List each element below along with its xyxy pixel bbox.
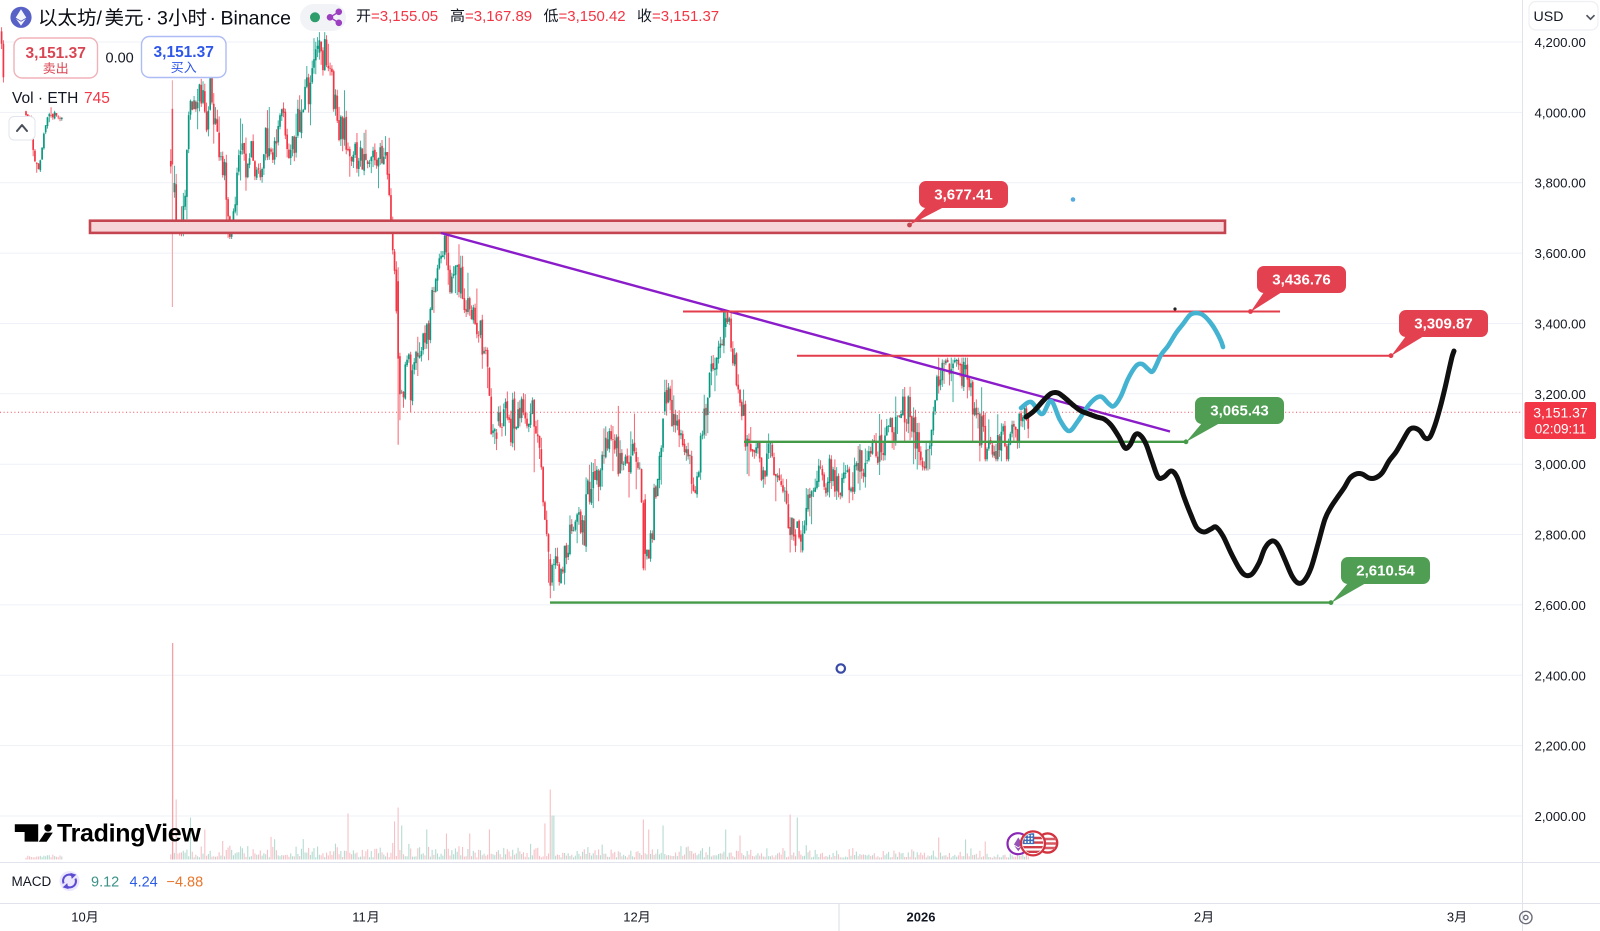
svg-text:745: 745 <box>84 90 110 107</box>
svg-text:3: 3 <box>1447 910 1454 925</box>
svg-text:4,200.00: 4,200.00 <box>1535 35 1586 50</box>
svg-text:02:09:11: 02:09:11 <box>1535 422 1587 437</box>
svg-text:2,400.00: 2,400.00 <box>1535 668 1586 683</box>
svg-text:=3,150.42: =3,150.42 <box>559 8 626 25</box>
svg-text:/: / <box>97 8 103 30</box>
svg-text:3,436.76: 3,436.76 <box>1272 272 1330 289</box>
svg-text:3,600.00: 3,600.00 <box>1535 246 1586 261</box>
svg-text:Binance: Binance <box>221 8 291 30</box>
svg-text:−4.88: −4.88 <box>167 875 204 891</box>
svg-text:2,600.00: 2,600.00 <box>1535 598 1586 613</box>
svg-text:3,677.41: 3,677.41 <box>934 187 992 204</box>
svg-text:=3,167.89: =3,167.89 <box>465 8 532 25</box>
svg-text:2,200.00: 2,200.00 <box>1535 739 1586 754</box>
svg-text:3: 3 <box>157 8 168 30</box>
svg-text:3,400.00: 3,400.00 <box>1535 317 1586 332</box>
svg-text:12: 12 <box>623 910 637 925</box>
svg-text:3,309.87: 3,309.87 <box>1414 316 1472 333</box>
svg-text:3,151.37: 3,151.37 <box>1533 405 1588 421</box>
svg-text:=3,155.05: =3,155.05 <box>371 8 438 25</box>
svg-text:2: 2 <box>1194 910 1201 925</box>
svg-text:0.00: 0.00 <box>106 51 134 67</box>
svg-text:11: 11 <box>352 910 366 925</box>
svg-text:2,610.54: 2,610.54 <box>1356 563 1415 580</box>
svg-text:9.12: 9.12 <box>91 875 119 891</box>
svg-text:3,065.43: 3,065.43 <box>1210 403 1268 420</box>
svg-text:3,800.00: 3,800.00 <box>1535 176 1586 191</box>
svg-text:4.24: 4.24 <box>130 875 158 891</box>
svg-text:3,151.37: 3,151.37 <box>26 45 86 62</box>
svg-text:2026: 2026 <box>907 910 936 925</box>
svg-text:3,000.00: 3,000.00 <box>1535 457 1586 472</box>
svg-text:·: · <box>146 8 153 30</box>
svg-text:4,000.00: 4,000.00 <box>1535 105 1586 120</box>
svg-text:10: 10 <box>71 910 85 925</box>
svg-text:USD: USD <box>1534 9 1564 25</box>
svg-text:TradingView: TradingView <box>57 820 201 848</box>
svg-text:Vol · ETH: Vol · ETH <box>12 90 78 107</box>
svg-text:·: · <box>210 8 217 30</box>
svg-text:2,800.00: 2,800.00 <box>1535 528 1586 543</box>
svg-text:2,000.00: 2,000.00 <box>1535 809 1586 824</box>
svg-text:MACD: MACD <box>12 874 52 889</box>
svg-text:3,151.37: 3,151.37 <box>154 44 214 61</box>
svg-text:=3,151.37: =3,151.37 <box>652 8 719 25</box>
svg-text:3,200.00: 3,200.00 <box>1535 387 1586 402</box>
